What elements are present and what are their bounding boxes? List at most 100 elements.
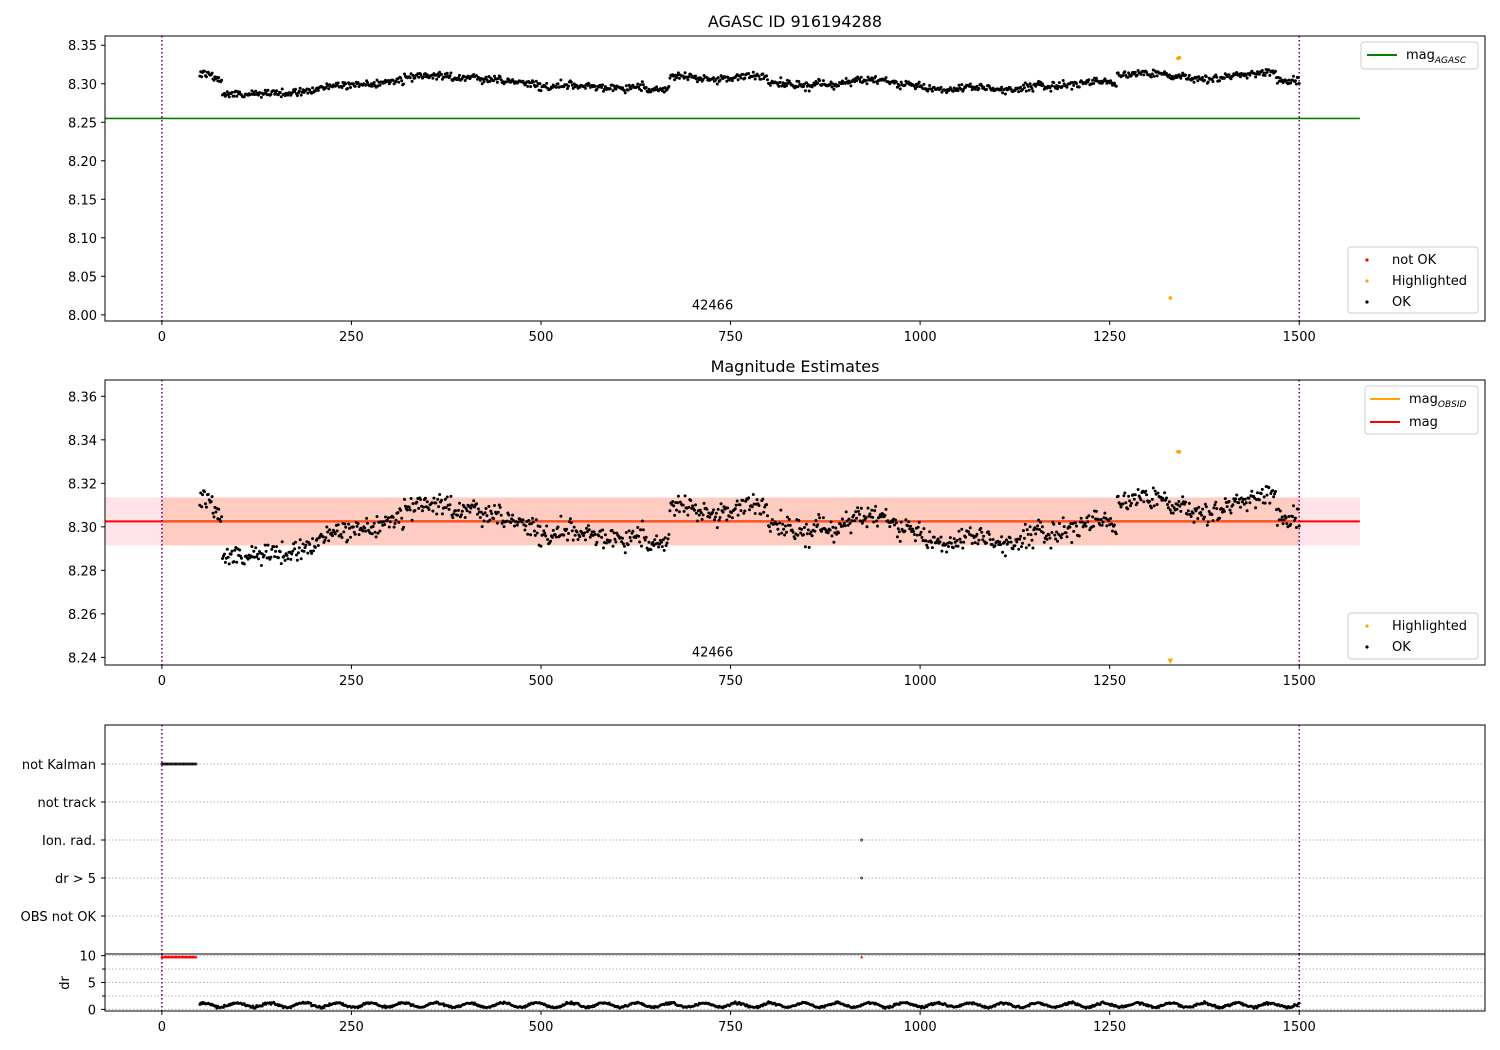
- ok-point: [459, 513, 463, 517]
- ok-point: [1072, 529, 1076, 533]
- flag-point: [194, 762, 198, 766]
- ok-point: [204, 75, 208, 79]
- ok-point: [351, 525, 355, 529]
- ok-point: [976, 542, 980, 546]
- legend-label-mag: mag: [1409, 415, 1438, 430]
- ok-point: [505, 80, 509, 84]
- ok-point: [1150, 72, 1154, 76]
- ok-point: [622, 89, 626, 93]
- ok-point: [1239, 75, 1242, 79]
- panel-dr-y-axis: 0 5 10: [79, 950, 105, 1018]
- ok-point: [818, 516, 822, 520]
- ok-point: [925, 543, 929, 547]
- ok-point: [308, 542, 312, 546]
- ok-point: [899, 80, 903, 84]
- ok-point: [1065, 85, 1069, 89]
- ok-point: [569, 521, 573, 525]
- ok-point: [272, 545, 276, 549]
- ok-point: [325, 525, 329, 529]
- ok-point: [1049, 546, 1053, 550]
- ok-point: [1276, 507, 1280, 511]
- ok-point: [864, 79, 868, 82]
- ok-point: [499, 78, 503, 82]
- ok-point: [1001, 91, 1005, 95]
- ok-point: [516, 520, 520, 524]
- ok-point: [903, 529, 907, 533]
- ok-point: [498, 505, 502, 509]
- ok-point: [985, 541, 988, 545]
- ok-point: [217, 507, 221, 511]
- ok-point: [622, 544, 626, 548]
- ok-point: [1121, 502, 1125, 506]
- ok-point: [533, 533, 537, 537]
- ok-point: [855, 79, 859, 83]
- ok-point: [1274, 490, 1277, 493]
- ok-point: [988, 538, 992, 542]
- ok-point: [1211, 80, 1215, 83]
- panel-agasc-x-tick-label: 250: [339, 330, 364, 345]
- ok-point: [375, 78, 379, 82]
- ok-point: [631, 529, 635, 533]
- ok-point: [1229, 511, 1233, 515]
- ok-point: [1187, 73, 1191, 77]
- ok-point: [554, 85, 558, 89]
- ok-point: [276, 93, 280, 97]
- ok-point: [920, 536, 924, 539]
- ok-point: [730, 79, 734, 83]
- ok-point: [346, 538, 350, 542]
- ok-point: [1167, 73, 1171, 77]
- ok-point: [476, 507, 480, 511]
- ok-point: [748, 508, 751, 512]
- ok-point: [779, 508, 783, 512]
- ok-point: [1201, 507, 1205, 511]
- ok-point: [1263, 73, 1267, 77]
- ok-point: [955, 539, 959, 542]
- ok-point: [296, 551, 300, 555]
- ok-point: [397, 80, 401, 84]
- ok-point: [1022, 86, 1026, 90]
- ok-point: [849, 84, 853, 88]
- panel-magnitude-x-tick-label: 0: [158, 674, 166, 689]
- ok-point: [655, 534, 659, 538]
- ok-point: [372, 81, 376, 84]
- ok-point: [340, 536, 344, 539]
- ok-point: [1129, 504, 1132, 508]
- ok-point: [275, 545, 279, 549]
- ok-point: [1256, 70, 1259, 74]
- ok-point: [1128, 499, 1132, 503]
- ok-point: [977, 538, 981, 542]
- ok-point: [1204, 75, 1208, 79]
- ok-point: [778, 521, 782, 525]
- ok-point: [1289, 522, 1293, 526]
- ok-point: [860, 521, 864, 525]
- ok-point: [592, 530, 596, 534]
- dr-point: [1027, 1004, 1031, 1008]
- ok-point: [347, 522, 351, 526]
- ok-point: [629, 87, 633, 91]
- ok-point: [469, 506, 473, 510]
- ok-point: [818, 79, 822, 82]
- ok-point: [1245, 76, 1249, 80]
- ok-point: [814, 519, 818, 522]
- ok-point: [373, 530, 377, 534]
- ok-point: [1284, 516, 1288, 520]
- panel-magnitude-x-tick-label: 500: [529, 674, 554, 689]
- ok-point: [279, 95, 283, 99]
- ok-point: [1114, 532, 1118, 536]
- ok-point: [612, 84, 616, 88]
- ok-point: [1296, 507, 1300, 511]
- ok-point: [309, 549, 313, 553]
- ok-point: [330, 531, 333, 535]
- ok-point: [1243, 497, 1247, 501]
- ok-point: [1285, 522, 1289, 526]
- ok-point: [1049, 89, 1053, 93]
- ok-point: [790, 528, 794, 532]
- ok-point: [844, 510, 848, 514]
- ok-point: [820, 529, 823, 533]
- ok-point: [295, 558, 299, 562]
- ok-point: [1165, 496, 1168, 500]
- ok-point: [694, 503, 697, 507]
- ok-point: [1151, 486, 1155, 490]
- ok-point: [854, 510, 858, 514]
- ok-point: [753, 77, 757, 81]
